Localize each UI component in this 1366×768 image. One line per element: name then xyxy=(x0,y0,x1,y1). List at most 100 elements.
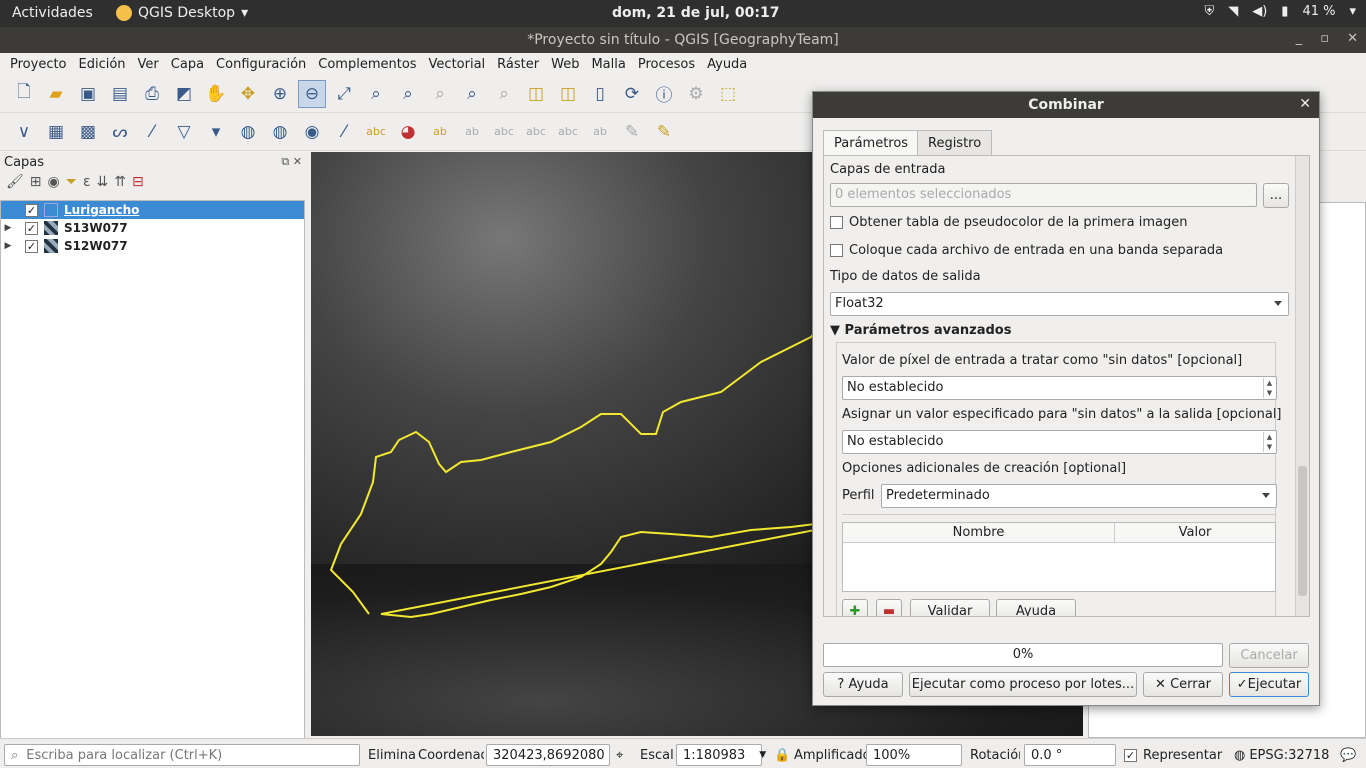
save-project-icon[interactable]: ▣ xyxy=(79,83,97,104)
expand-icon[interactable]: ⇊ xyxy=(96,174,109,190)
add-group-icon[interactable]: ⊞ xyxy=(29,174,42,190)
rotation-field[interactable]: 0.0 ° xyxy=(1024,744,1116,766)
lock-icon[interactable]: 🔒 xyxy=(774,747,791,763)
menu-web[interactable]: Web xyxy=(551,56,580,72)
spinner-icon[interactable]: ▲ ▼ xyxy=(1263,432,1275,452)
magnifier-field[interactable]: 100% xyxy=(866,744,962,766)
actions-icon[interactable]: ⚙ xyxy=(688,83,704,104)
menu-edicion[interactable]: Edición xyxy=(78,56,126,72)
column-header-valor[interactable]: Valor xyxy=(1178,525,1212,540)
menu-configuracion[interactable]: Configuración xyxy=(216,56,307,72)
identify-icon[interactable]: ⓘ xyxy=(655,86,673,106)
mouse-coords-icon[interactable]: ⌖ xyxy=(616,747,624,763)
close-panel-button[interactable]: ✕ xyxy=(292,155,302,168)
spinner-icon[interactable]: ▲ ▼ xyxy=(1263,378,1275,398)
digitize-icon[interactable]: ∨ xyxy=(17,121,31,142)
validate-button[interactable]: Validar xyxy=(910,599,990,616)
crs-button[interactable]: ◍ EPSG:32718 xyxy=(1234,744,1329,766)
menu-complementos[interactable]: Complementos xyxy=(318,56,417,72)
vector-add-icon[interactable]: ᔕ xyxy=(112,121,128,142)
dtype-select[interactable]: Float32 xyxy=(830,292,1289,316)
select-icon[interactable]: ⬚ xyxy=(719,83,737,104)
layer-item[interactable]: ▶ ✓ S13W077 xyxy=(1,219,304,237)
zoom-last-icon[interactable]: ⌕ xyxy=(467,83,477,104)
pan-to-selection-icon[interactable]: ✥ xyxy=(240,83,256,104)
show-label-icon[interactable]: abc xyxy=(494,125,514,138)
pct-checkbox[interactable] xyxy=(830,216,843,229)
options-table[interactable]: Nombre Valor xyxy=(842,522,1276,592)
pencil-icon[interactable]: ✎ xyxy=(656,121,672,142)
expand-arrow-icon[interactable]: ▶ xyxy=(4,241,12,251)
maximize-button[interactable]: ▫ xyxy=(1320,31,1330,46)
zoom-native-icon[interactable]: ⌕ xyxy=(435,83,445,104)
run-button[interactable]: ✓ Ejecutar xyxy=(1229,672,1309,697)
temporal-controller-icon[interactable]: ▯ xyxy=(595,83,605,104)
coordinate-field[interactable]: 320423,8692080 xyxy=(486,744,610,766)
print-layout-icon[interactable]: ⎙ xyxy=(145,83,159,104)
label-highlight-icon[interactable]: ab xyxy=(433,125,447,138)
profile-select[interactable]: Predeterminado xyxy=(881,484,1277,508)
add-wms-icon[interactable]: ◍ xyxy=(240,121,256,142)
tab-parametros[interactable]: Parámetros xyxy=(823,130,920,157)
menu-proyecto[interactable]: Proyecto xyxy=(10,56,67,72)
new-project-icon[interactable]: 🗋 xyxy=(17,82,31,102)
new-bookmark-icon[interactable]: ◫ xyxy=(527,83,545,104)
column-header-nombre[interactable]: Nombre xyxy=(843,523,1115,542)
pan-icon[interactable]: ✋ xyxy=(205,83,227,104)
label-icon[interactable]: abc xyxy=(366,125,386,138)
float-panel-button[interactable]: ⧉ xyxy=(281,155,290,168)
zoom-to-layer-icon[interactable]: ⌕ xyxy=(403,83,413,104)
expression-icon[interactable]: ε xyxy=(82,174,91,190)
remove-messages-label[interactable]: Elimina xyxy=(368,747,416,763)
add-xyz-icon[interactable]: ⁄ xyxy=(342,121,346,142)
system-tray[interactable]: ⛨ ◥ ◀) ▮ 41 % ▾ xyxy=(1204,4,1356,19)
add-vector-tile-icon[interactable]: ◉ xyxy=(304,121,320,142)
render-checkbox[interactable]: ✓ Representar xyxy=(1124,744,1222,766)
rotate-label-icon[interactable]: abc xyxy=(558,125,578,138)
remove-row-icon[interactable]: ▬ xyxy=(876,599,902,616)
advanced-toggle[interactable]: ▼ Parámetros avanzados xyxy=(830,323,1011,338)
new-raster-icon[interactable]: ▦ xyxy=(47,121,65,142)
browse-button[interactable]: ... xyxy=(1263,183,1289,208)
nodata-in-field[interactable]: No establecido ▲ ▼ xyxy=(842,376,1277,400)
close-button[interactable]: ✕ xyxy=(1347,31,1358,46)
collapse-icon[interactable]: ⇈ xyxy=(114,174,126,190)
layer-item[interactable]: ▶ ✓ S12W077 xyxy=(1,237,304,255)
clock[interactable]: dom, 21 de jul, 00:17 xyxy=(612,5,780,21)
zoom-full-icon[interactable]: ⤢ xyxy=(337,83,351,104)
pin-label-icon[interactable]: ab xyxy=(465,125,479,138)
style-manager-icon[interactable]: ◩ xyxy=(175,83,193,104)
show-bookmarks-icon[interactable]: ◫ xyxy=(559,83,577,104)
open-project-icon[interactable]: ▰ xyxy=(49,83,63,104)
dialog-close-icon[interactable]: ✕ xyxy=(1299,96,1311,112)
change-label-icon[interactable]: ab xyxy=(593,125,607,138)
menu-capa[interactable]: Capa xyxy=(170,56,205,72)
scrollbar[interactable] xyxy=(1295,156,1309,616)
layer-item[interactable]: ✓ Lurigancho xyxy=(1,201,304,219)
refresh-icon[interactable]: ⟳ xyxy=(624,83,640,104)
zoom-next-icon[interactable]: ⌕ xyxy=(499,83,509,104)
zoom-in-icon[interactable]: ⊕ xyxy=(272,83,288,104)
save-as-icon[interactable]: ▤ xyxy=(111,83,129,104)
add-row-icon[interactable]: ✚ xyxy=(842,599,868,616)
activities-button[interactable]: Actividades xyxy=(12,5,93,21)
edit-icon[interactable]: ✎ xyxy=(624,121,640,142)
add-layer-icon[interactable]: ▾ xyxy=(211,121,221,142)
messages-icon[interactable]: 💬 xyxy=(1340,747,1357,763)
zoom-out-icon[interactable]: ⊖ xyxy=(298,79,326,108)
menu-malla[interactable]: Malla xyxy=(591,56,626,72)
menu-ver[interactable]: Ver xyxy=(137,56,159,72)
scale-field[interactable]: 1:180983 ▼ xyxy=(676,744,766,766)
remove-icon[interactable]: ⊟ xyxy=(131,174,144,190)
menu-ayuda[interactable]: Ayuda xyxy=(707,56,748,72)
minimize-button[interactable]: _ xyxy=(1295,31,1303,46)
visibility-icon[interactable]: ◉ xyxy=(47,174,60,190)
close-dialog-button[interactable]: ✕ Cerrar xyxy=(1143,672,1223,697)
separate-checkbox[interactable] xyxy=(830,244,843,257)
layer-visibility-checkbox[interactable]: ✓ xyxy=(25,203,38,217)
new-shapefile-icon[interactable]: ⁄ xyxy=(150,121,154,142)
help-small-button[interactable]: Ayuda xyxy=(996,599,1076,616)
new-geopackage-icon[interactable]: ▩ xyxy=(79,121,97,142)
menu-procesos[interactable]: Procesos xyxy=(637,56,696,72)
move-label-icon[interactable]: abc xyxy=(526,125,546,138)
